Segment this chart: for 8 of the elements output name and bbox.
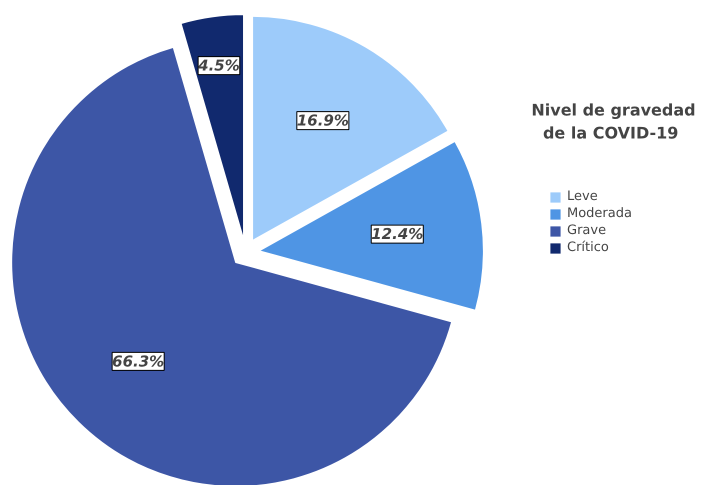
legend-label: Moderada [567,206,632,221]
legend-label: Leve [567,189,598,204]
legend-label: Crítico [567,240,609,255]
legend-title: Nivel de gravedad de la COVID-19 [531,100,696,142]
data-label: 16.9% [296,112,349,130]
data-label: 12.4% [371,225,424,244]
data-label: 66.3% [112,352,164,370]
legend-label: Grave [567,223,606,238]
